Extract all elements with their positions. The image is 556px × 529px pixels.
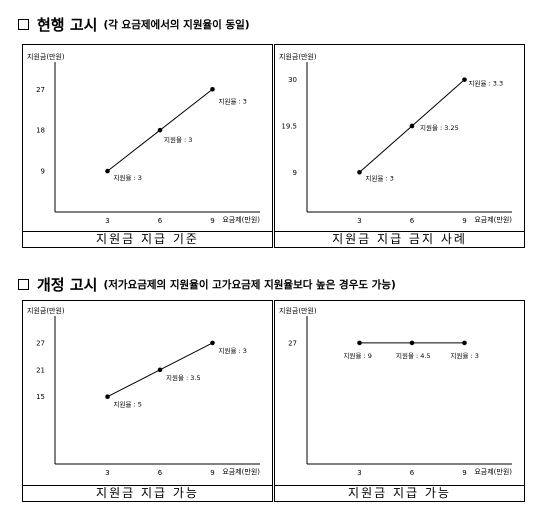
data-label: 지원율 : 3 <box>164 135 192 144</box>
x-axis-label: 요금제(만원) <box>222 215 260 224</box>
data-point <box>357 340 362 346</box>
chart-caption-1: 지원금 지급 기준 <box>22 231 273 248</box>
data-point <box>210 340 215 346</box>
chart-panel-1: 지원금(만원) 요금제(만원) 3 6 9 9 18 27 지원율 : 3 지원율 : 3 지원율 … <box>22 44 273 232</box>
data-point <box>210 86 215 92</box>
data-label: 지원율 : 3 <box>366 173 394 182</box>
x-tick-label: 3 <box>105 469 109 477</box>
y-tick-label: 21 <box>36 366 45 374</box>
section-heading-revised: 개정 고시 (저가요금제의 지원율이 고가요금제 지원율보다 높은 경우도 가능… <box>18 274 396 295</box>
y-tick-label: 15 <box>36 393 45 401</box>
x-tick-label: 9 <box>462 217 466 225</box>
x-tick-label: 6 <box>410 217 415 225</box>
y-tick-label: 30 <box>288 76 297 84</box>
x-tick-label: 9 <box>210 469 214 477</box>
y-tick-label: 9 <box>41 168 45 176</box>
data-point <box>462 77 467 82</box>
data-point <box>105 168 110 174</box>
y-axis-label: 지원금(만원) <box>27 52 65 61</box>
chart-caption-2: 지원금 지급 금지 사례 <box>274 231 525 248</box>
chart-caption-4: 지원금 지급 가능 <box>274 485 525 502</box>
data-point <box>409 123 415 129</box>
data-point <box>462 340 467 346</box>
section-subtitle: (저가요금제의 지원율이 고가요금제 지원율보다 높은 경우도 가능) <box>103 279 396 291</box>
x-tick-label: 6 <box>410 469 415 477</box>
data-label: 지원율 : 3.25 <box>420 123 459 132</box>
checkbox-square-icon <box>18 19 29 30</box>
y-tick-label: 19.5 <box>281 122 297 130</box>
x-tick-label: 3 <box>357 469 361 477</box>
chart-4: 지원금(만원) 요금제(만원) 3 6 9 27 지원율 : 9 지원율 : 4.5 지원율 :… <box>279 306 512 477</box>
chart-1: 지원금(만원) 요금제(만원) 3 6 9 9 18 27 지원율 : 3 지원율 : 3 지원율 … <box>27 52 260 225</box>
x-tick-label: 9 <box>462 469 466 477</box>
chart-panel-4: 지원금(만원) 요금제(만원) 3 6 9 27 지원율 : 9 지원율 : 4.5 지원율 :… <box>274 300 525 486</box>
data-point <box>105 394 110 400</box>
chart-3: 지원금(만원) 요금제(만원) 3 6 9 15 21 27 지원율 : 5 지원율 : 3.5 지… <box>27 306 260 477</box>
x-axis-label: 요금제(만원) <box>474 215 512 224</box>
x-tick-label: 6 <box>158 469 163 477</box>
chart-caption-3: 지원금 지급 가능 <box>22 485 273 502</box>
y-tick-label: 27 <box>36 86 45 94</box>
data-label: 지원율 : 3.3 <box>469 79 504 88</box>
x-tick-label: 6 <box>158 217 163 225</box>
chart-panel-2: 지원금(만원) 요금제(만원) 3 6 9 9 19.5 30 지원율 : 3 지원율 : 3.2… <box>274 44 525 232</box>
checkbox-square-icon <box>18 279 29 290</box>
y-axis-label: 지원금(만원) <box>279 306 317 315</box>
y-axis-label: 지원금(만원) <box>27 306 65 315</box>
y-tick-label: 9 <box>293 169 297 177</box>
data-label: 지원율 : 9 <box>344 351 372 360</box>
x-axis-label: 요금제(만원) <box>222 467 260 476</box>
data-label: 지원율 : 4.5 <box>396 351 431 360</box>
y-tick-label: 27 <box>288 339 297 347</box>
section-heading-current: 현행 고시 (각 요금제에서의 지원율이 동일) <box>18 14 250 35</box>
chart-panel-3: 지원금(만원) 요금제(만원) 3 6 9 15 21 27 지원율 : 5 지원율 : 3.5 지… <box>22 300 273 486</box>
data-label: 지원율 : 5 <box>114 400 142 409</box>
x-tick-label: 9 <box>210 217 214 225</box>
x-tick-label: 3 <box>105 217 109 225</box>
data-point <box>357 169 362 175</box>
section-subtitle: (각 요금제에서의 지원율이 동일) <box>103 19 250 31</box>
data-label: 지원율 : 3.5 <box>166 373 201 382</box>
data-label: 지원율 : 3 <box>219 346 247 355</box>
x-tick-label: 3 <box>357 217 361 225</box>
chart-2: 지원금(만원) 요금제(만원) 3 6 9 9 19.5 30 지원율 : 3 지원율 : 3.2… <box>279 52 512 225</box>
data-point <box>157 127 163 133</box>
section-title: 개정 고시 <box>37 276 98 294</box>
y-tick-label: 27 <box>36 339 45 347</box>
y-axis-label: 지원금(만원) <box>279 52 317 61</box>
section-title: 현행 고시 <box>37 16 98 34</box>
data-label: 지원율 : 3 <box>451 351 479 360</box>
data-point <box>409 340 415 346</box>
y-tick-label: 18 <box>36 127 45 135</box>
data-label: 지원율 : 3 <box>219 96 247 105</box>
data-point <box>157 367 163 373</box>
data-label: 지원율 : 3 <box>114 173 142 182</box>
x-axis-label: 요금제(만원) <box>474 467 512 476</box>
